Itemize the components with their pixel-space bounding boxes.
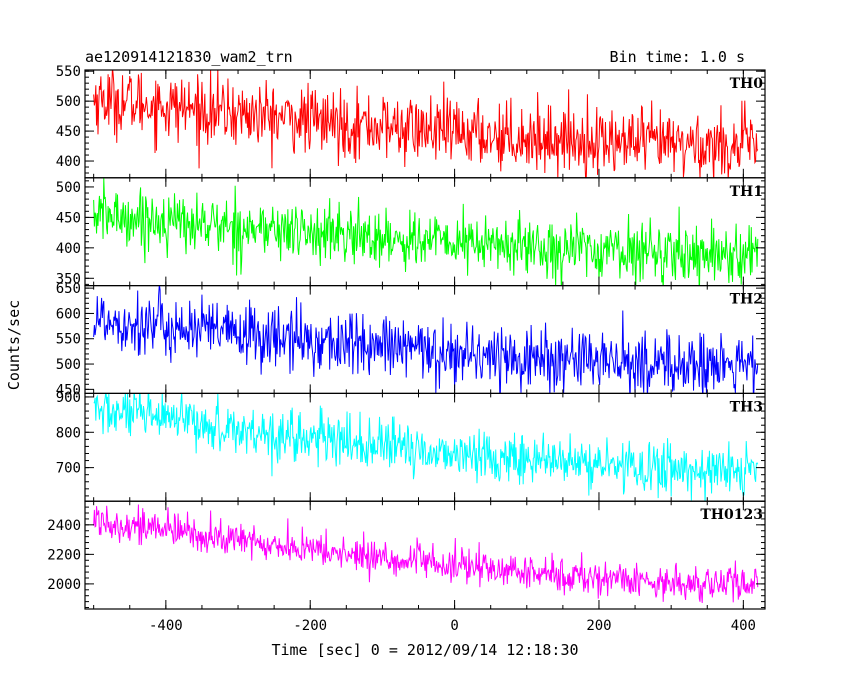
- y-tick-label: 450: [56, 382, 81, 398]
- panels-group: 400 450 500 550 TH0 350 400 450 500 TH1 450 500 550 6…: [47, 64, 766, 634]
- chart-title: ae120914121830_wam2_trn: [85, 48, 293, 66]
- series-line-th0: [93, 70, 759, 178]
- series-line-th2: [93, 285, 759, 394]
- panel-frame: [84, 500, 766, 610]
- y-tick-label: 550: [56, 64, 81, 80]
- panel-label-th0: TH0: [730, 76, 764, 92]
- y-tick-label: 500: [56, 94, 81, 110]
- y-tick-label: 400: [56, 241, 81, 257]
- x-tick-label: 200: [586, 618, 611, 634]
- panel-th1-series: [93, 178, 759, 286]
- y-tick-label: 500: [56, 357, 81, 373]
- panel-label-th1: TH1: [730, 184, 763, 200]
- y-tick-label: 500: [56, 180, 81, 196]
- x-axis-label: Time [sec] 0 = 2012/09/14 12:18:30: [271, 641, 578, 659]
- y-tick-label: 400: [56, 154, 81, 170]
- y-tick-label: 650: [56, 281, 81, 297]
- y-tick-label: 600: [56, 306, 81, 322]
- x-tick-label: 400: [731, 618, 756, 634]
- y-tick-label: 2000: [47, 577, 81, 593]
- y-tick-label: 2200: [47, 547, 81, 563]
- y-tick-label: 550: [56, 332, 81, 348]
- panel-label-th0123: TH0123: [700, 507, 763, 523]
- x-tick-label: -200: [293, 618, 327, 634]
- y-tick-label: 450: [56, 210, 81, 226]
- panel-th0123-series: [93, 504, 759, 604]
- panel-label-th2: TH2: [730, 292, 763, 308]
- panel-th2-series: [93, 285, 759, 394]
- panel-label-th3: TH3: [730, 399, 763, 415]
- panel-th3-series: [93, 393, 759, 502]
- y-tick-label: 700: [56, 461, 81, 477]
- y-tick-label: 450: [56, 124, 81, 140]
- y-tick-label: 2400: [47, 518, 81, 534]
- series-line-th1: [93, 178, 759, 286]
- series-line-th3: [93, 393, 759, 502]
- series-line-th0123: [93, 504, 759, 604]
- bin-time-label: Bin time: 1.0 s: [610, 48, 745, 66]
- y-tick-label: 800: [56, 425, 81, 441]
- panel-th0-series: [93, 70, 759, 178]
- y-axis-label: Counts/sec: [5, 300, 23, 390]
- y-tick-label: 350: [56, 271, 81, 287]
- x-tick-label: -400: [149, 618, 183, 634]
- x-tick-label: 0: [450, 618, 458, 634]
- y-tick-label: 900: [56, 390, 81, 406]
